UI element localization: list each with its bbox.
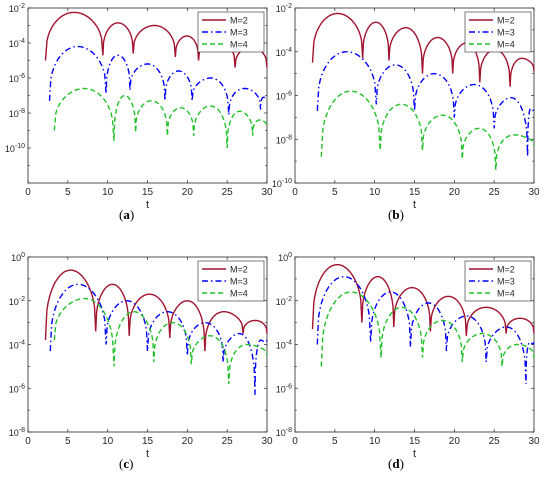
series-line-m3 (316, 51, 535, 157)
caption-b: (b) (388, 207, 404, 222)
x-tick-label: 15 (409, 436, 421, 447)
y-tick-label: 10-4 (276, 47, 292, 58)
legend-label: M=2 (497, 265, 515, 275)
y-tick-label: 10-2 (276, 3, 292, 14)
legend-label: M=4 (230, 289, 248, 299)
x-axis-label: t (413, 199, 416, 211)
x-tick-label: 5 (65, 436, 71, 447)
y-tick-label: 10-10 (5, 143, 25, 154)
y-tick-label: 10-4 (9, 38, 25, 49)
series-line-m4 (320, 90, 535, 170)
x-tick-label: 25 (222, 187, 234, 198)
panel-c: 0 5 10 15 20 25 30t10010-210-410-610-8M=2M=3M=… (9, 252, 273, 460)
legend-label: M=2 (230, 16, 248, 26)
x-axis-label: t (146, 199, 149, 211)
legend: M=2 M=3 M=4 (197, 260, 265, 302)
caption-a: (a) (119, 207, 135, 222)
caption-d-letter: d (392, 456, 400, 471)
panel-b: 0 5 10 15 20 25 30 t 10-2 10-4 10-6 10-8 10-10 M=2 M=3… (272, 3, 540, 211)
legend-label: M=4 (497, 40, 515, 50)
x-tick-label: 20 (182, 187, 194, 198)
x-tick-label: 25 (489, 187, 501, 198)
series-line-m3 (316, 275, 535, 384)
series-line-m4 (320, 291, 535, 367)
legend: M=2 M=3 M=4 (464, 11, 532, 53)
y-tick-label: 10-8 (9, 427, 25, 438)
y-tick-label: 10-6 (9, 383, 25, 394)
y-tick-label: 10-2 (276, 296, 292, 307)
legend-label: M=3 (230, 28, 248, 38)
panel-a: 0 5 10 15 20 25 30 t 10-2 10-4 10-6 10-8 10-10 M=2 M=3… (5, 3, 273, 211)
series-line-m2 (311, 12, 535, 87)
x-tick-label: 10 (102, 187, 114, 198)
x-tick-label: 25 (489, 436, 501, 447)
y-tick-label: 10-2 (9, 296, 25, 307)
y-tick-label: 10-10 (272, 178, 292, 189)
x-tick-label: 5 (65, 187, 71, 198)
legend-box (464, 11, 532, 53)
x-tick-label: 5 (332, 436, 338, 447)
x-tick-label: 10 (102, 436, 114, 447)
legend: M=2 M=3 M=4 (464, 260, 532, 302)
legend-label: M=3 (497, 28, 515, 38)
x-axis-label: t (146, 448, 149, 460)
y-tick-label: 10-8 (276, 427, 292, 438)
caption-c-letter: c (123, 456, 130, 471)
y-tick-label: 10-8 (276, 134, 292, 145)
caption-b-letter: b (392, 207, 400, 222)
caption-a-letter: a (123, 207, 130, 222)
y-tick-label: 100 (11, 252, 25, 263)
legend-label: M=4 (497, 289, 515, 299)
x-tick-label: 0 (25, 436, 31, 447)
series-line-m3 (48, 45, 268, 115)
series-line-m4 (53, 87, 268, 149)
x-tick-label: 0 (292, 436, 298, 447)
series-line-m2 (44, 11, 268, 68)
series-line-m2 (311, 264, 535, 336)
x-tick-label: 15 (409, 187, 421, 198)
legend-box (197, 260, 265, 302)
x-tick-label: 30 (528, 436, 540, 447)
x-tick-label: 5 (332, 187, 338, 198)
x-axis-label: t (413, 448, 416, 460)
y-tick-label: 10-8 (9, 108, 25, 119)
y-tick-label: 10-2 (9, 3, 25, 14)
y-tick-label: 100 (278, 252, 292, 263)
x-tick-label: 0 (292, 187, 298, 198)
series-line-m2 (44, 269, 268, 352)
x-tick-label: 20 (449, 436, 461, 447)
x-tick-label: 20 (449, 187, 461, 198)
x-tick-label: 30 (528, 187, 540, 198)
y-tick-label: 10-6 (276, 91, 292, 102)
y-tick-label: 10-4 (276, 340, 292, 351)
legend-label: M=4 (230, 40, 248, 50)
x-tick-label: 10 (369, 436, 381, 447)
x-tick-label: 15 (142, 436, 154, 447)
y-tick-label: 10-4 (9, 340, 25, 351)
x-tick-label: 0 (25, 187, 31, 198)
series-line-m3 (49, 283, 268, 395)
legend-box (464, 260, 532, 302)
x-tick-label: 15 (142, 187, 154, 198)
x-tick-label: 10 (369, 187, 381, 198)
y-tick-label: 10-6 (276, 383, 292, 394)
legend: M=2 M=3 M=4 (197, 11, 265, 53)
legend-box (197, 11, 265, 53)
x-tick-label: 30 (261, 436, 273, 447)
legend-label: M=2 (497, 16, 515, 26)
legend-label: M=3 (497, 277, 515, 287)
legend-label: M=2 (230, 265, 248, 275)
series-line-m4 (53, 297, 268, 384)
legend-label: M=3 (230, 277, 248, 287)
caption-c: (c) (119, 456, 134, 471)
y-tick-label: 10-6 (9, 73, 25, 84)
x-tick-label: 30 (261, 187, 273, 198)
panel-d: 0 5 10 15 20 25 30t10010-210-410-610-8M=2M=3M=… (276, 252, 540, 460)
caption-d: (d) (388, 456, 404, 471)
x-tick-label: 20 (182, 436, 194, 447)
x-tick-label: 25 (222, 436, 234, 447)
